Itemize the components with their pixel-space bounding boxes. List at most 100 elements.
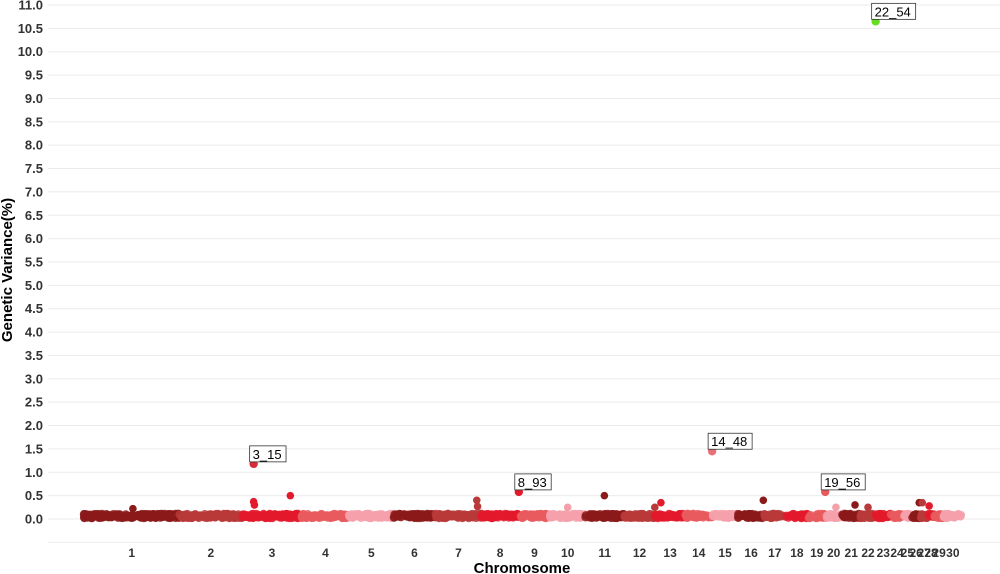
data-point <box>702 511 711 520</box>
data-point <box>953 509 963 519</box>
x-tick-label: 17 <box>768 546 782 560</box>
x-tick-label: 21 <box>845 546 859 560</box>
y-tick-label: 2.5 <box>25 395 43 410</box>
data-point <box>455 509 464 519</box>
x-tick-label: 15 <box>718 546 732 560</box>
y-tick-label: 7.0 <box>25 184 43 199</box>
x-tick-label: 9 <box>531 546 538 560</box>
data-point <box>279 512 289 522</box>
data-point <box>308 513 318 523</box>
x-tick-labels: 1 2 3 4 5 6 7 8 9 10 11 12 13 14 15 16 17 18 19 20 21 22 23 242… <box>128 546 959 560</box>
data-point <box>449 510 458 519</box>
y-tick-label: 1.5 <box>25 441 43 456</box>
data-point <box>146 510 156 520</box>
data-point <box>941 513 951 522</box>
data-point <box>925 502 933 510</box>
data-point <box>651 503 659 512</box>
x-axis-title: Chromosome <box>474 560 571 574</box>
data-point <box>480 512 489 522</box>
data-point <box>805 513 815 522</box>
data-point <box>346 511 355 521</box>
data-point <box>517 511 527 520</box>
data-point <box>626 510 635 519</box>
data-point <box>811 513 821 523</box>
x-tick-label: 19 <box>810 546 824 560</box>
y-tick-label: 3.5 <box>25 348 43 363</box>
data-point <box>822 511 831 521</box>
x-tick-label: 2 <box>208 546 215 560</box>
annotation-label: 22_54 <box>871 2 917 20</box>
x-tick-label: 29 <box>932 546 946 560</box>
y-tick-label: 11.0 <box>18 0 43 13</box>
x-tick-label: 14 <box>692 546 706 560</box>
x-tick-label: 28 <box>924 546 938 560</box>
annotation-box <box>820 473 866 491</box>
data-point <box>585 513 594 522</box>
data-point <box>789 509 798 519</box>
y-tick-label: 6.0 <box>25 231 43 246</box>
x-tick-label: 11 <box>598 546 611 560</box>
x-tick-label: 22 <box>861 546 875 560</box>
data-point <box>495 509 505 519</box>
data-point <box>657 498 665 507</box>
data-point <box>563 503 572 512</box>
annotation-label: 19_56 <box>820 473 866 491</box>
grid-lines <box>48 4 1000 543</box>
data-point <box>639 511 648 520</box>
data-point <box>656 510 665 519</box>
y-tick-label: 2.0 <box>25 418 43 433</box>
x-tick-label: 20 <box>827 546 841 560</box>
data-point <box>214 511 224 520</box>
annotation-box <box>249 445 287 463</box>
data-point <box>762 511 771 520</box>
x-tick-label: 3 <box>269 546 276 560</box>
data-point <box>614 511 623 521</box>
y-tick-label: 3.0 <box>25 371 43 386</box>
annotation-text: 22_54 <box>875 4 911 19</box>
annotation-label: 8_93 <box>514 473 552 491</box>
x-tick-label: 25 <box>901 546 915 560</box>
y-tick-label: 5.5 <box>25 255 43 270</box>
x-tick-label: 10 <box>561 546 575 560</box>
y-tick-label: 6.5 <box>25 208 43 223</box>
annotation-text: 3_15 <box>253 447 282 462</box>
x-tick-label: 4 <box>322 546 329 560</box>
x-tick-label: 13 <box>663 546 677 560</box>
data-point <box>117 513 127 523</box>
x-tick-label: 1 <box>128 546 135 560</box>
data-point <box>473 502 482 511</box>
data-point <box>111 510 120 520</box>
x-tick-label: 23 <box>877 546 891 560</box>
data-point <box>851 501 859 509</box>
data-point <box>715 512 724 521</box>
data-point <box>390 510 399 519</box>
annotation-box <box>707 432 753 450</box>
y-tick-label: 10.5 <box>18 21 43 36</box>
data-point <box>472 496 481 505</box>
data-point <box>261 513 270 522</box>
y-tick-label: 9.5 <box>25 68 43 83</box>
annotation-text: 19_56 <box>824 475 860 490</box>
data-point <box>418 509 427 519</box>
y-tick-label: 9.0 <box>25 91 43 106</box>
x-tick-label: 16 <box>744 546 758 560</box>
annotation-label: 3_15 <box>249 445 287 463</box>
data-point <box>290 511 300 520</box>
data-point <box>864 503 872 512</box>
data-point <box>773 510 783 520</box>
x-tick-label: 27 <box>917 546 931 560</box>
y-tick-label: 1.0 <box>25 465 43 480</box>
annotation-box <box>514 473 552 491</box>
data-point <box>440 512 450 521</box>
y-tick-label: 8.5 <box>25 114 43 129</box>
data-point <box>136 513 146 522</box>
annotation-text: 14_48 <box>711 434 747 449</box>
y-tick-label: 0.0 <box>25 512 43 527</box>
annotations: 3_15 8_93 14_48 19_56 22_54 <box>249 2 917 491</box>
data-point <box>334 511 343 520</box>
x-tick-label: 5 <box>368 546 375 560</box>
data-point <box>181 512 191 521</box>
data-point <box>318 512 328 521</box>
data-point <box>916 513 926 522</box>
